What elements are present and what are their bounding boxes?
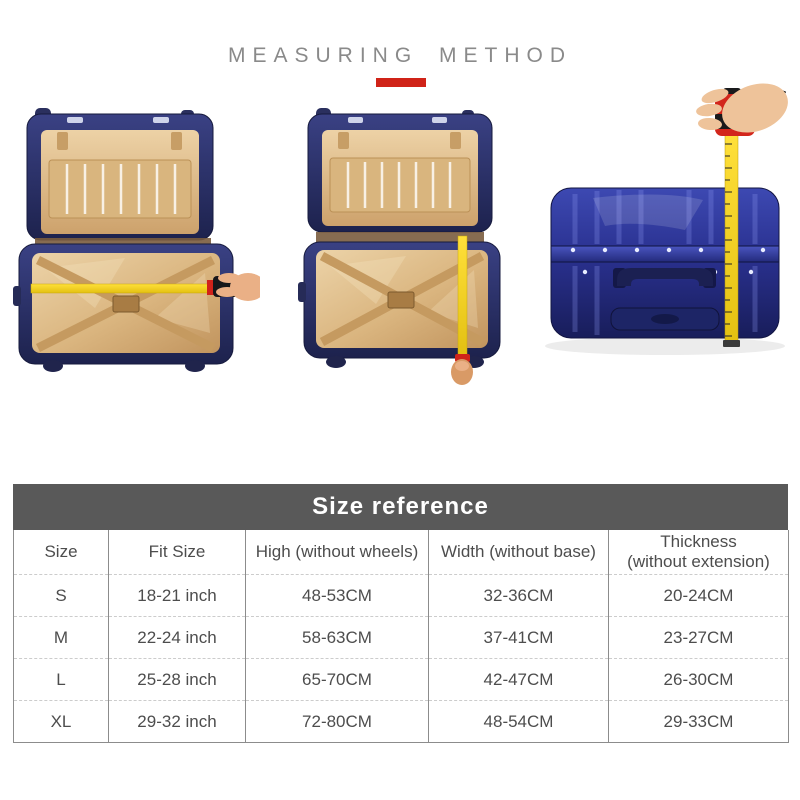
cell-width: 37-41CM: [428, 616, 609, 659]
photo-closed-suitcase-thickness: [545, 83, 788, 355]
cell-fit: 18-21 inch: [108, 574, 246, 617]
title-underline-accent: [376, 78, 426, 87]
suitcase-tray: [298, 241, 501, 368]
cell-thickness: 29-33CM: [608, 700, 789, 743]
cell-fit: 25-28 inch: [108, 658, 246, 701]
cell-width: 48-54CM: [428, 700, 609, 743]
table-row-xl: XL 29-32 inch 72-80CM 48-54CM 29-33CM: [13, 700, 789, 743]
size-table: Size Fit Size High (without wheels) Widt…: [13, 530, 789, 743]
strap-buckle: [112, 295, 140, 313]
carry-handle: [613, 268, 716, 288]
shell-ribs: [572, 190, 758, 335]
suitcase-tray: [13, 243, 234, 372]
col-header-size: Size: [44, 542, 78, 561]
size-reference-section: Size reference Size Fit Size High (witho…: [13, 484, 789, 743]
col-header-high: High (without wheels): [245, 530, 429, 575]
measuring-tape-horizontal: [30, 273, 260, 301]
aluminum-frame: [550, 245, 780, 263]
table-row-l: L 25-28 inch 65-70CM 42-47CM 26-30CM: [13, 658, 789, 701]
cell-fit: 29-32 inch: [108, 700, 246, 743]
cell-fit: 22-24 inch: [108, 616, 246, 659]
suitcase-lid: [307, 108, 493, 233]
cell-thickness: 20-24CM: [608, 574, 789, 617]
cell-size: XL: [13, 700, 109, 743]
suitcase-lid: [26, 108, 214, 241]
size-reference-title: Size reference: [13, 484, 788, 530]
hand-with-tape-measure: [696, 83, 788, 136]
cell-thickness: 26-30CM: [608, 658, 789, 701]
page-title: MEASURING METHOD: [227, 44, 572, 67]
gloss-highlight: [593, 194, 703, 230]
photo-open-suitcase-width: [13, 108, 260, 372]
tape-tick-marks: [725, 143, 732, 337]
cell-size: L: [13, 658, 109, 701]
cell-size: S: [13, 574, 109, 617]
cell-high: 65-70CM: [245, 658, 429, 701]
cell-width: 42-47CM: [428, 658, 609, 701]
cell-size: M: [13, 616, 109, 659]
cell-high: 58-63CM: [245, 616, 429, 659]
table-row-s: S 18-21 inch 48-53CM 32-36CM 20-24CM: [13, 574, 789, 617]
tape-measure-red: [207, 280, 216, 295]
table-row-m: M 22-24 inch 58-63CM 37-41CM 23-27CM: [13, 616, 789, 659]
lid-pocket-straps: [65, 164, 177, 214]
hinge: [316, 232, 484, 242]
tape-end-hook: [723, 340, 740, 347]
lid-pocket-straps: [346, 162, 452, 208]
hand: [216, 273, 260, 301]
floor-shadow: [545, 337, 785, 355]
hinge: [35, 238, 211, 248]
cell-high: 72-80CM: [245, 700, 429, 743]
size-table-header-row: Size Fit Size High (without wheels) Widt…: [14, 530, 789, 575]
cell-high: 48-53CM: [245, 574, 429, 617]
col-header-thickness: Thickness (without extension): [608, 530, 789, 575]
closed-suitcase: [550, 187, 780, 339]
cell-thickness: 23-27CM: [608, 616, 789, 659]
photo-open-suitcase-depth: [298, 108, 501, 385]
strap-buckle: [387, 291, 415, 309]
measuring-tape-vertical: [451, 235, 473, 385]
hand: [696, 83, 788, 133]
col-header-width: Width (without base): [428, 530, 609, 575]
measuring-tape-vertical: [723, 133, 740, 347]
cell-width: 32-36CM: [428, 574, 609, 617]
col-header-fit-size: Fit Size: [108, 530, 246, 575]
